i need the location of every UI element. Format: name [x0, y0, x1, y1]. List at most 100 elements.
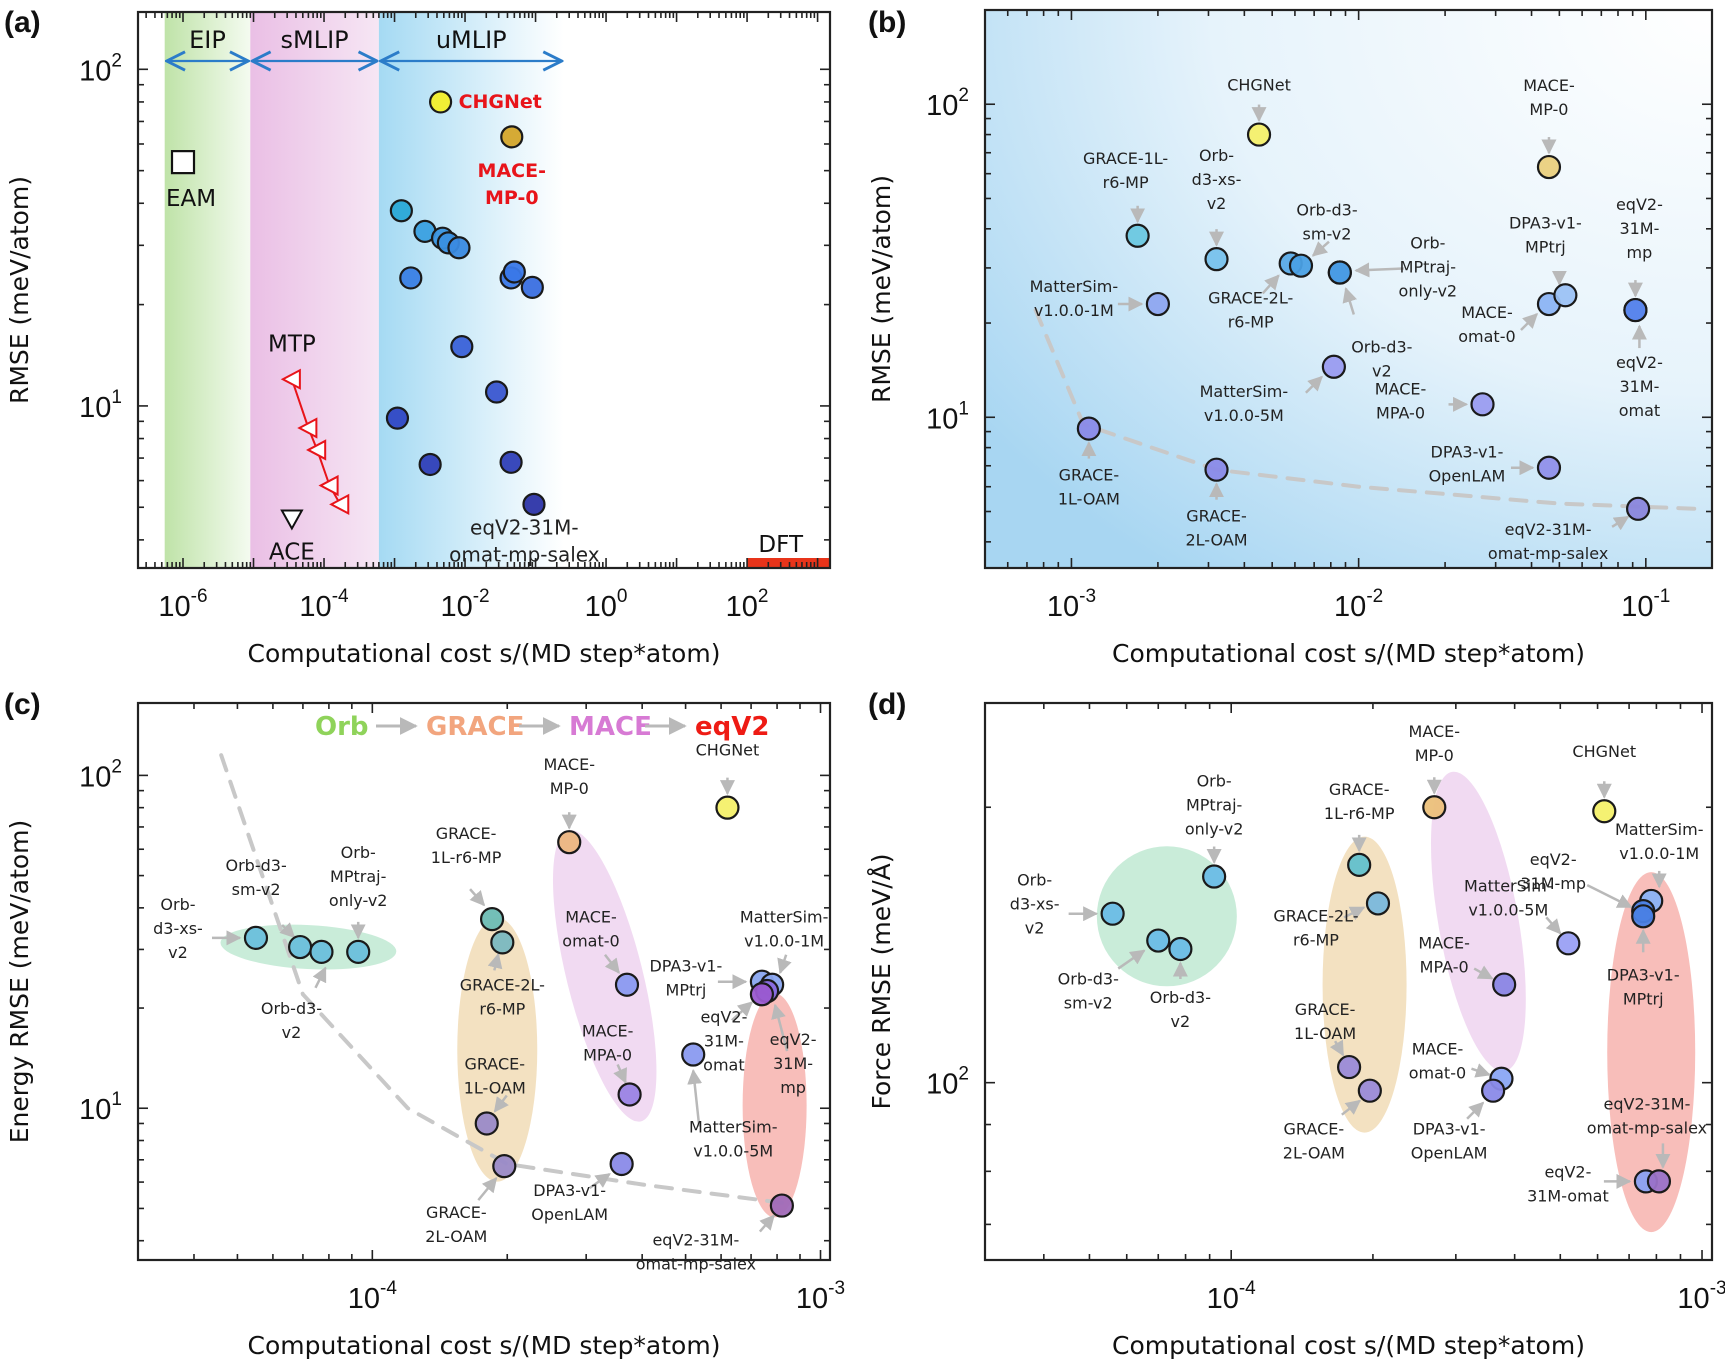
panel-label: (a) [4, 6, 41, 39]
data-point [288, 934, 313, 960]
point-label: eqV2-31M-mp [1616, 195, 1663, 262]
point-label: GRACE-2L-r6-MP [460, 975, 545, 1018]
data-point [309, 939, 334, 964]
plot-frame [136, 10, 832, 570]
x-tick-label: 10-3 [1677, 1278, 1725, 1315]
y-tick-label: 102 [79, 50, 122, 87]
data-point [715, 795, 740, 820]
group-mace-ellipse [552, 829, 657, 1122]
panel-label: (d) [868, 688, 906, 721]
point-label: MACE-MPA-0 [1375, 379, 1427, 422]
y-axis-title: Force RMSE (meV/Å) [867, 853, 896, 1109]
point-label: MACE-MPA-0 [1418, 934, 1470, 977]
data-point [557, 830, 582, 855]
point-label: CHGNet [696, 741, 760, 760]
plot-frame [136, 701, 832, 1262]
data-point [1623, 297, 1648, 323]
annotation-arrow [279, 922, 296, 939]
point-label: GRACE-1L-r6-MP [1324, 780, 1395, 823]
point-label: GRACE-1L-OAM [1294, 1000, 1356, 1043]
point-label: GRACE-1L-OAM [464, 1054, 526, 1097]
y-tick-label: 101 [79, 387, 122, 424]
dft-bar [747, 558, 830, 567]
point-label: MatterSim-v1.0.0-5M [689, 1118, 778, 1161]
mtp-label: MTP [268, 332, 316, 358]
data-point [1100, 901, 1125, 926]
data-point [1365, 891, 1391, 916]
annotation-arrow [731, 1001, 754, 1022]
data-point [749, 982, 774, 1007]
data-point [1076, 416, 1101, 441]
data-point [500, 125, 524, 149]
eam-label: EAM [166, 186, 216, 212]
y-axis-title: RMSE (meV/atom) [5, 176, 34, 404]
point-label: eqV2-31M-omat [700, 1007, 747, 1074]
annotation-arrow [1311, 240, 1330, 257]
data-point [1321, 354, 1346, 379]
data-point [1553, 283, 1578, 308]
mace-mp-0-label: MACE-MP-0 [478, 160, 546, 209]
x-tick-label: 102 [726, 586, 769, 623]
data-point [681, 1042, 706, 1067]
data-point [1347, 852, 1372, 877]
annotation-arrow [487, 952, 503, 971]
annotation-arrow [1545, 916, 1562, 935]
point-label: DPA3-v1-MPtrj [1509, 213, 1582, 256]
point-label: Orb-d3-xs-v2 [153, 895, 203, 962]
point-label: GRACE-1L-r6-MP [431, 824, 502, 867]
dft-label: DFT [758, 532, 804, 558]
annotation-arrow [1611, 515, 1630, 531]
evolution-label-orb: Orb [315, 712, 369, 742]
data-point [499, 450, 523, 474]
data-point [243, 925, 269, 950]
data-point [1492, 972, 1517, 997]
point-label: MACE-omat-0 [562, 908, 619, 951]
data-point [1631, 904, 1656, 929]
group-eqv2-region [1607, 872, 1696, 1233]
group-grace-ellipse [457, 917, 538, 1182]
region-eip [164, 12, 251, 568]
x-tick-label: 10-6 [158, 586, 207, 623]
panel-label: (c) [4, 688, 41, 721]
data-point [1146, 928, 1171, 953]
annotation-arrow [588, 1172, 611, 1190]
x-tick-label: 10-4 [299, 586, 349, 623]
point-label: MACE-omat-0 [1458, 303, 1515, 346]
range-label-smlip: sMLIP [281, 26, 349, 54]
point-label: Orb-d3-xs-v2 [1010, 871, 1060, 938]
annotation-arrow [1354, 262, 1404, 278]
data-point [1288, 253, 1314, 278]
x-tick-label: 10-3 [1047, 586, 1096, 623]
annotation-arrow [613, 1063, 627, 1084]
data-point [385, 406, 410, 430]
y-tick-label: 102 [926, 85, 969, 122]
point-label: GRACE-2L-OAM [425, 1203, 487, 1246]
annotation-arrow [758, 1214, 775, 1233]
data-point [1481, 1078, 1506, 1103]
point-label: DPA3-v1-OpenLAM [1411, 1120, 1488, 1163]
annotation-arrow [1329, 1039, 1345, 1057]
annotation-arrow [1341, 1099, 1362, 1116]
x-tick-label: 10-2 [1334, 586, 1383, 623]
annotation-arrow [1261, 274, 1280, 295]
data-point [484, 380, 509, 404]
data-point [1536, 455, 1562, 480]
point-label: eqV2-31M-mp [1520, 850, 1586, 893]
point-label: MatterSim-v1.0.0-5M [1464, 876, 1553, 919]
point-label: Orb-d3-sm-v2 [1296, 201, 1357, 244]
y-tick-label: 102 [79, 756, 122, 793]
point-label: Orb-MPtraj-only-v2 [1399, 234, 1458, 301]
annotation-arrow [1466, 1101, 1485, 1120]
data-point [1336, 1054, 1362, 1080]
point-label: Orb-d3-v2 [261, 999, 322, 1042]
point-label: GRACE-1L-r6-MP [1083, 149, 1168, 192]
group-eqv2-ellipse [742, 993, 807, 1218]
data-point [520, 275, 544, 299]
eam-marker [170, 150, 196, 175]
data-point [1357, 1078, 1382, 1103]
data-point [418, 452, 442, 477]
data-point [1646, 1169, 1672, 1194]
data-point [1204, 457, 1229, 482]
mtp-marker [318, 474, 339, 497]
